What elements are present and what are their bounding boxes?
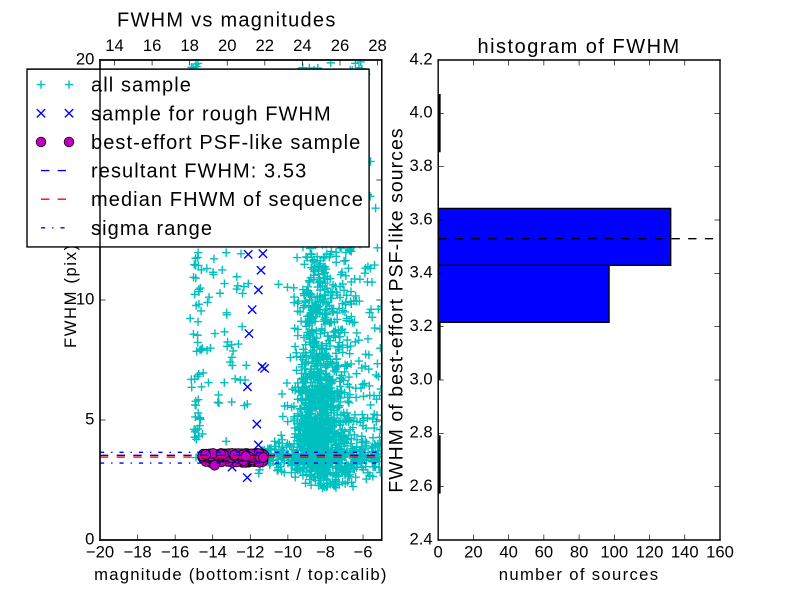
- svg-text:60: 60: [535, 543, 554, 562]
- svg-text:4.2: 4.2: [409, 49, 432, 68]
- svg-text:−8: −8: [316, 543, 335, 562]
- svg-text:magnitude (bottom:isnt / top:c: magnitude (bottom:isnt / top:calib): [94, 565, 387, 584]
- svg-text:sigma range: sigma range: [91, 218, 213, 240]
- svg-text:100: 100: [600, 543, 628, 562]
- svg-text:0: 0: [85, 529, 94, 548]
- svg-text:FWHM of best-effort PSF-like s: FWHM of best-effort PSF-like sources: [385, 127, 407, 492]
- svg-text:18: 18: [180, 36, 199, 55]
- svg-text:number of sources: number of sources: [499, 565, 660, 584]
- svg-text:40: 40: [499, 543, 518, 562]
- svg-text:−12: −12: [236, 543, 264, 562]
- svg-text:all sample: all sample: [91, 75, 192, 97]
- svg-text:16: 16: [143, 36, 162, 55]
- svg-text:sample for rough FWHM: sample for rough FWHM: [91, 103, 332, 125]
- svg-text:20: 20: [464, 543, 483, 562]
- svg-text:3.2: 3.2: [409, 316, 432, 335]
- svg-text:−10: −10: [274, 543, 302, 562]
- svg-text:140: 140: [671, 543, 699, 562]
- svg-text:−18: −18: [123, 543, 151, 562]
- svg-text:FWHM (pix): FWHM (pix): [61, 243, 80, 348]
- svg-text:−6: −6: [354, 543, 373, 562]
- svg-text:3.6: 3.6: [409, 209, 432, 228]
- svg-text:0: 0: [434, 543, 443, 562]
- svg-text:−16: −16: [161, 543, 189, 562]
- svg-text:26: 26: [331, 36, 350, 55]
- svg-text:−20: −20: [86, 543, 114, 562]
- svg-text:histogram of FWHM: histogram of FWHM: [478, 36, 681, 58]
- svg-text:3.8: 3.8: [409, 156, 432, 175]
- svg-text:20: 20: [76, 49, 95, 68]
- svg-text:3.4: 3.4: [409, 263, 432, 282]
- svg-text:2.6: 2.6: [409, 476, 432, 495]
- svg-text:120: 120: [636, 543, 664, 562]
- svg-text:10: 10: [76, 289, 95, 308]
- svg-text:2.8: 2.8: [409, 423, 432, 442]
- svg-text:2.4: 2.4: [409, 529, 432, 548]
- svg-text:28: 28: [368, 36, 387, 55]
- svg-text:−14: −14: [199, 543, 227, 562]
- svg-text:160: 160: [706, 543, 734, 562]
- svg-text:median FHWM of sequence: median FHWM of sequence: [91, 189, 391, 211]
- svg-text:resultant FWHM: 3.53: resultant FWHM: 3.53: [91, 161, 307, 183]
- svg-text:best-effort PSF-like sample: best-effort PSF-like sample: [91, 132, 361, 154]
- svg-text:3.0: 3.0: [409, 369, 432, 388]
- svg-text:4.0: 4.0: [409, 103, 432, 122]
- svg-text:80: 80: [570, 543, 589, 562]
- svg-text:14: 14: [105, 36, 124, 55]
- svg-text:20: 20: [218, 36, 237, 55]
- svg-text:22: 22: [256, 36, 275, 55]
- svg-text:24: 24: [293, 36, 312, 55]
- svg-text:5: 5: [85, 409, 94, 428]
- svg-text:FWHM vs magnitudes: FWHM vs magnitudes: [117, 10, 337, 32]
